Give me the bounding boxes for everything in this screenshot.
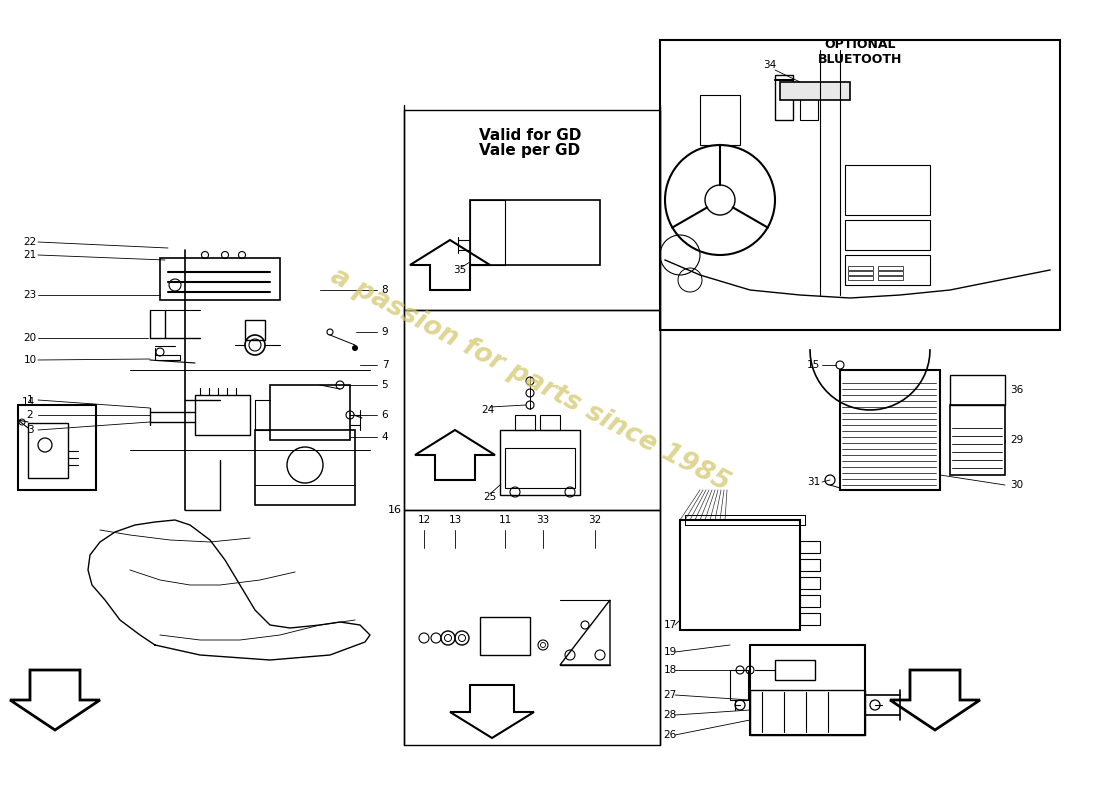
Text: 12: 12 bbox=[417, 515, 430, 525]
Text: 22: 22 bbox=[23, 237, 36, 247]
Text: OPTIONAL
BLUETOOTH: OPTIONAL BLUETOOTH bbox=[817, 38, 902, 66]
Text: 34: 34 bbox=[763, 60, 777, 70]
Text: 21: 21 bbox=[23, 250, 36, 260]
Bar bbox=[500, 430, 580, 495]
Text: 36: 36 bbox=[1010, 385, 1023, 395]
Text: 13: 13 bbox=[449, 515, 462, 525]
Bar bbox=[480, 617, 530, 655]
Bar bbox=[28, 423, 68, 478]
Bar bbox=[685, 515, 805, 525]
Bar bbox=[878, 271, 903, 275]
Bar bbox=[848, 276, 873, 280]
Bar bbox=[160, 258, 280, 300]
Bar bbox=[195, 395, 250, 435]
Text: 33: 33 bbox=[537, 515, 550, 525]
Text: 4: 4 bbox=[382, 432, 388, 442]
Bar bbox=[515, 415, 535, 430]
Text: 30: 30 bbox=[1010, 480, 1023, 490]
Text: 25: 25 bbox=[483, 492, 496, 502]
Polygon shape bbox=[410, 240, 490, 290]
Bar bbox=[845, 165, 930, 215]
Polygon shape bbox=[450, 685, 534, 738]
Text: a passion for parts since 1985: a passion for parts since 1985 bbox=[326, 263, 734, 497]
Text: 15: 15 bbox=[806, 360, 820, 370]
Bar bbox=[255, 430, 355, 505]
Text: 14: 14 bbox=[21, 397, 34, 407]
Bar bbox=[840, 370, 940, 490]
Bar bbox=[270, 385, 350, 440]
Text: 7: 7 bbox=[382, 360, 388, 370]
Bar bbox=[18, 405, 96, 490]
Polygon shape bbox=[415, 430, 495, 480]
Text: 11: 11 bbox=[498, 515, 512, 525]
Text: 20: 20 bbox=[23, 333, 36, 343]
Bar bbox=[950, 405, 1005, 475]
Text: 27: 27 bbox=[663, 690, 676, 700]
Bar bbox=[700, 95, 740, 145]
Text: 29: 29 bbox=[1010, 435, 1023, 445]
Bar bbox=[540, 415, 560, 430]
Circle shape bbox=[352, 346, 358, 350]
Bar bbox=[800, 559, 820, 571]
Bar bbox=[680, 520, 800, 630]
Bar bbox=[776, 660, 815, 680]
Bar bbox=[685, 515, 805, 525]
Bar bbox=[470, 200, 505, 265]
Text: 10: 10 bbox=[23, 355, 36, 365]
Text: 16: 16 bbox=[388, 505, 401, 515]
Bar bbox=[800, 595, 820, 607]
Bar bbox=[685, 515, 805, 525]
Bar bbox=[750, 690, 865, 735]
Text: 8: 8 bbox=[382, 285, 388, 295]
Bar bbox=[245, 320, 265, 340]
Bar bbox=[845, 255, 930, 285]
Bar bbox=[155, 355, 180, 360]
Bar bbox=[848, 266, 873, 270]
Text: Valid for GD: Valid for GD bbox=[478, 127, 581, 142]
Bar bbox=[780, 82, 850, 100]
Bar bbox=[800, 541, 820, 553]
Bar bbox=[800, 613, 820, 625]
Polygon shape bbox=[890, 670, 980, 730]
Bar bbox=[776, 75, 793, 120]
Bar bbox=[404, 110, 660, 310]
Bar bbox=[505, 448, 575, 488]
Text: 31: 31 bbox=[806, 477, 820, 487]
Text: Vale per GD: Vale per GD bbox=[480, 142, 581, 158]
Text: 23: 23 bbox=[23, 290, 36, 300]
Bar bbox=[800, 577, 820, 589]
Text: 35: 35 bbox=[453, 265, 466, 275]
Bar bbox=[950, 375, 1005, 405]
Bar bbox=[404, 310, 660, 510]
Bar bbox=[848, 271, 873, 275]
Text: 19: 19 bbox=[663, 647, 676, 657]
Bar bbox=[800, 85, 818, 120]
Bar bbox=[660, 40, 1060, 330]
Text: 26: 26 bbox=[663, 730, 676, 740]
Bar bbox=[845, 220, 930, 250]
Bar bbox=[404, 510, 660, 745]
Text: 6: 6 bbox=[382, 410, 388, 420]
Text: 3: 3 bbox=[26, 425, 33, 435]
Bar bbox=[750, 645, 865, 735]
Text: 5: 5 bbox=[382, 380, 388, 390]
Text: 28: 28 bbox=[663, 710, 676, 720]
Text: 17: 17 bbox=[663, 620, 676, 630]
Bar bbox=[730, 670, 748, 700]
Bar bbox=[878, 266, 903, 270]
Text: 9: 9 bbox=[382, 327, 388, 337]
Text: 2: 2 bbox=[26, 410, 33, 420]
Text: 1: 1 bbox=[26, 395, 33, 405]
Bar bbox=[470, 200, 600, 265]
Text: 24: 24 bbox=[482, 405, 495, 415]
Text: 18: 18 bbox=[663, 665, 676, 675]
Text: 32: 32 bbox=[588, 515, 602, 525]
Polygon shape bbox=[10, 670, 100, 730]
Bar bbox=[878, 276, 903, 280]
